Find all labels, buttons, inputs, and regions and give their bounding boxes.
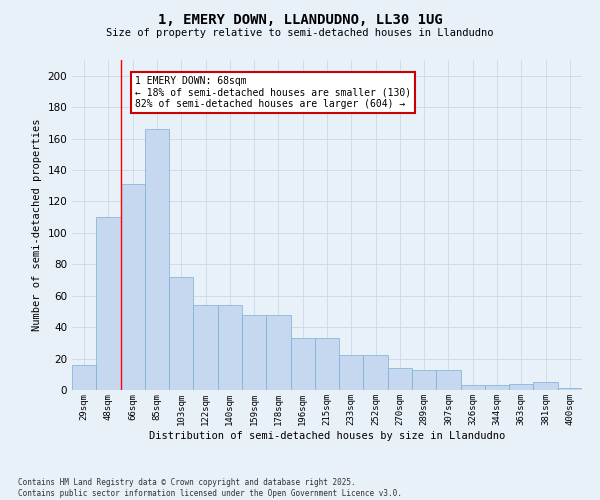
Text: Size of property relative to semi-detached houses in Llandudno: Size of property relative to semi-detach… [106,28,494,38]
Bar [485,386,509,390]
Text: Contains HM Land Registry data © Crown copyright and database right 2025.
Contai: Contains HM Land Registry data © Crown c… [18,478,402,498]
Bar [339,356,364,390]
Text: 1 EMERY DOWN: 68sqm
← 18% of semi-detached houses are smaller (130)
82% of semi-: 1 EMERY DOWN: 68sqm ← 18% of semi-detach… [135,76,411,109]
Bar [121,184,145,390]
X-axis label: Distribution of semi-detached houses by size in Llandudno: Distribution of semi-detached houses by … [149,430,505,440]
Bar [533,382,558,390]
Bar [558,388,582,390]
Bar [96,217,121,390]
Bar [266,314,290,390]
Bar [388,368,412,390]
Bar [242,314,266,390]
Bar [461,386,485,390]
Bar [218,305,242,390]
Y-axis label: Number of semi-detached properties: Number of semi-detached properties [32,118,42,331]
Bar [145,129,169,390]
Bar [509,384,533,390]
Bar [412,370,436,390]
Bar [315,338,339,390]
Bar [169,277,193,390]
Bar [72,365,96,390]
Bar [290,338,315,390]
Bar [364,356,388,390]
Bar [193,305,218,390]
Text: 1, EMERY DOWN, LLANDUDNO, LL30 1UG: 1, EMERY DOWN, LLANDUDNO, LL30 1UG [158,12,442,26]
Bar [436,370,461,390]
